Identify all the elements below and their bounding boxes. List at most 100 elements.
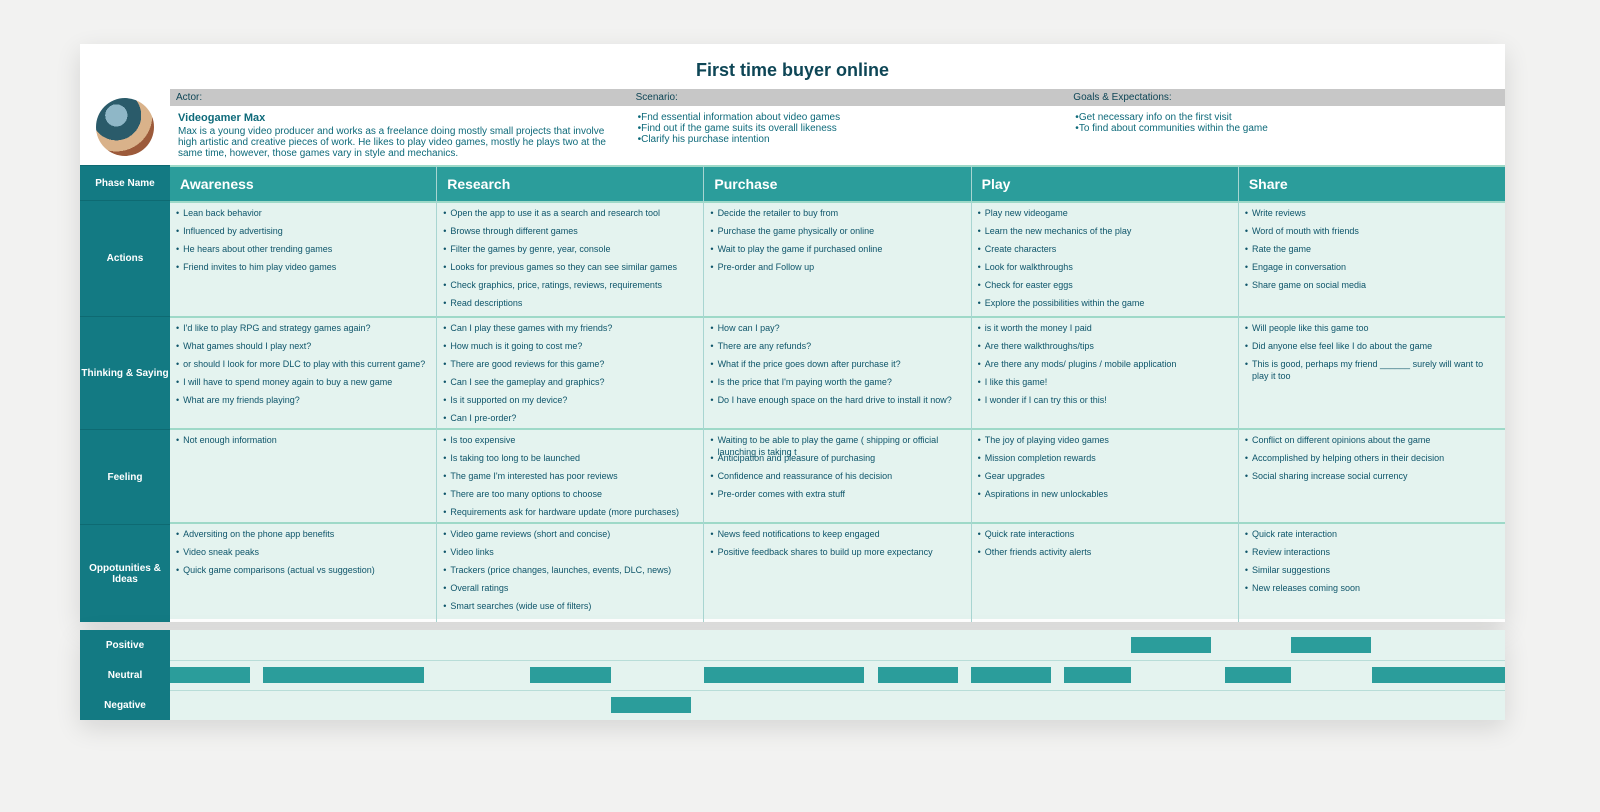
sentiment-bar [971, 667, 1051, 683]
list-item: •Social sharing increase social currency [1245, 470, 1499, 488]
list-item: •Get necessary info on the first visit [1075, 112, 1497, 123]
cell-feeling: •Waiting to be able to play the game ( s… [704, 428, 970, 522]
row-label-feeling: Feeling [80, 429, 170, 524]
list-item: •Word of mouth with friends [1245, 225, 1499, 243]
header-scenario-label: Scenario: [630, 89, 1068, 106]
row-label-phase: Phase Name [80, 165, 170, 200]
list-item: •The game I'm interested has poor review… [443, 470, 697, 488]
list-item: •is it worth the money I paid [978, 322, 1232, 340]
list-item: •Influenced by advertising [176, 225, 430, 243]
cell-feeling: •Not enough information [170, 428, 436, 522]
sentiment-chart: PositiveNeutralNegative [80, 630, 1505, 720]
list-item: •Is it supported on my device? [443, 394, 697, 412]
list-item: •Pre-order comes with extra stuff [710, 488, 964, 506]
list-item: •Overall ratings [443, 582, 697, 600]
list-item: •Will people like this game too [1245, 322, 1499, 340]
list-item: •How can I pay? [710, 322, 964, 340]
list-item: •Open the app to use it as a search and … [443, 207, 697, 225]
cell-thinking: •Can I play these games with my friends?… [437, 316, 703, 428]
row-label-thinking: Thinking & Saying [80, 316, 170, 429]
list-item: •There are good reviews for this game? [443, 358, 697, 376]
list-item: •Quick rate interactions [978, 528, 1232, 546]
sentiment-bar [1064, 667, 1131, 683]
list-item: •Decide the retailer to buy from [710, 207, 964, 225]
journey-map-sheet: First time buyer online Actor: Videogame… [80, 44, 1505, 622]
list-item: •Friend invites to him play video games [176, 261, 430, 279]
list-item: •Gear upgrades [978, 470, 1232, 488]
list-item: •Can I play these games with my friends? [443, 322, 697, 340]
list-item: •Is the price that I'm paying worth the … [710, 376, 964, 394]
list-item: •Not enough information [176, 434, 430, 452]
list-item: •Waiting to be able to play the game ( s… [710, 434, 964, 452]
avatar [96, 98, 154, 156]
sentiment-bar [611, 697, 691, 713]
list-item: •Aspirations in new unlockables [978, 488, 1232, 506]
list-item: •Purchase the game physically or online [710, 225, 964, 243]
header: Actor: Videogamer Max Max is a young vid… [80, 89, 1505, 165]
list-item: •Check graphics, price, ratings, reviews… [443, 279, 697, 297]
cell-opps: •Quick rate interaction•Review interacti… [1239, 522, 1505, 619]
list-item: •I'd like to play RPG and strategy games… [176, 322, 430, 340]
cell-actions: •Decide the retailer to buy from•Purchas… [704, 201, 970, 316]
list-item: •There are too many options to choose [443, 488, 697, 506]
sentiment-bar [1372, 667, 1452, 683]
phase-col-purchase: Purchase•Decide the retailer to buy from… [704, 165, 971, 622]
sentiment-bar [530, 667, 610, 683]
list-item: •What if the price goes down after purch… [710, 358, 964, 376]
phase-header: Research [437, 165, 703, 201]
list-item: •Check for easter eggs [978, 279, 1232, 297]
phase-col-research: Research •Open the app to use it as a sea… [437, 165, 704, 622]
list-item: •Quick game comparisons (actual vs sugge… [176, 564, 430, 582]
list-item: •The joy of playing video games [978, 434, 1232, 452]
header-scenario-col: Scenario: •Fnd essential information abo… [630, 89, 1068, 165]
phase-col-awareness: Awareness•Lean back behavior•Influenced … [170, 165, 437, 622]
cell-actions: •Write reviews•Word of mouth with friend… [1239, 201, 1505, 316]
list-item: •Adversiting on the phone app benefits [176, 528, 430, 546]
list-item: •Do I have enough space on the hard driv… [710, 394, 964, 412]
list-item: •Learn the new mechanics of the play [978, 225, 1232, 243]
list-item: •Rate the game [1245, 243, 1499, 261]
list-item: •Create characters [978, 243, 1232, 261]
list-item: •Look for walkthroughs [978, 261, 1232, 279]
list-item: •News feed notifications to keep engaged [710, 528, 964, 546]
cell-opps: •News feed notifications to keep engaged… [704, 522, 970, 619]
phase-header: Share [1239, 165, 1505, 201]
list-item: •Quick rate interaction [1245, 528, 1499, 546]
cell-thinking: •Will people like this game too•Did anyo… [1239, 316, 1505, 428]
sentiment-bar [1131, 637, 1211, 653]
header-actor-col: Actor: Videogamer Max Max is a young vid… [170, 89, 630, 165]
header-goals-label: Goals & Expectations: [1067, 89, 1505, 106]
header-scenario-body: •Fnd essential information about video g… [630, 106, 1068, 151]
list-item: •What are my friends playing? [176, 394, 430, 412]
list-item: •Are there any mods/ plugins / mobile ap… [978, 358, 1232, 376]
sentiment-bar [1291, 637, 1371, 653]
cell-thinking: •is it worth the money I paid •Are there … [972, 316, 1238, 428]
cell-opps: •Video game reviews (short and concise)•… [437, 522, 703, 619]
list-item: •Read descriptions [443, 297, 697, 315]
list-item: •Mission completion rewards [978, 452, 1232, 470]
phase-header: Play [972, 165, 1238, 201]
list-item: •I wonder if I can try this or this! [978, 394, 1232, 412]
list-item: •Share game on social media [1245, 279, 1499, 297]
phase-header: Purchase [704, 165, 970, 201]
cell-thinking: •I'd like to play RPG and strategy games… [170, 316, 436, 428]
list-item: •Looks for previous games so they can se… [443, 261, 697, 279]
cell-feeling: •Conflict on different opinions about th… [1239, 428, 1505, 522]
cell-feeling: •Is too expensive•Is taking too long to … [437, 428, 703, 522]
sentiment-bar [170, 667, 250, 683]
cell-opps: •Quick rate interactions•Other friends a… [972, 522, 1238, 619]
phase-col-share: Share•Write reviews•Word of mouth with f… [1239, 165, 1505, 622]
list-item: •Positive feedback shares to build up mo… [710, 546, 964, 564]
list-item: •This is good, perhaps my friend ______ … [1245, 358, 1499, 376]
sentiment-grid [170, 630, 1505, 720]
list-item: •Lean back behavior [176, 207, 430, 225]
list-item: •How much is it going to cost me? [443, 340, 697, 358]
cell-actions: •Open the app to use it as a search and … [437, 201, 703, 316]
list-item: •Accomplished by helping others in their… [1245, 452, 1499, 470]
header-goals-body: •Get necessary info on the first visit•T… [1067, 106, 1505, 140]
list-item: •New releases coming soon [1245, 582, 1499, 600]
row-labels-col: Phase NameActionsThinking & SayingFeelin… [80, 165, 170, 622]
list-item: •Play new videogame [978, 207, 1232, 225]
header-goals-col: Goals & Expectations: •Get necessary inf… [1067, 89, 1505, 165]
list-item: •Can I see the gameplay and graphics? [443, 376, 697, 394]
